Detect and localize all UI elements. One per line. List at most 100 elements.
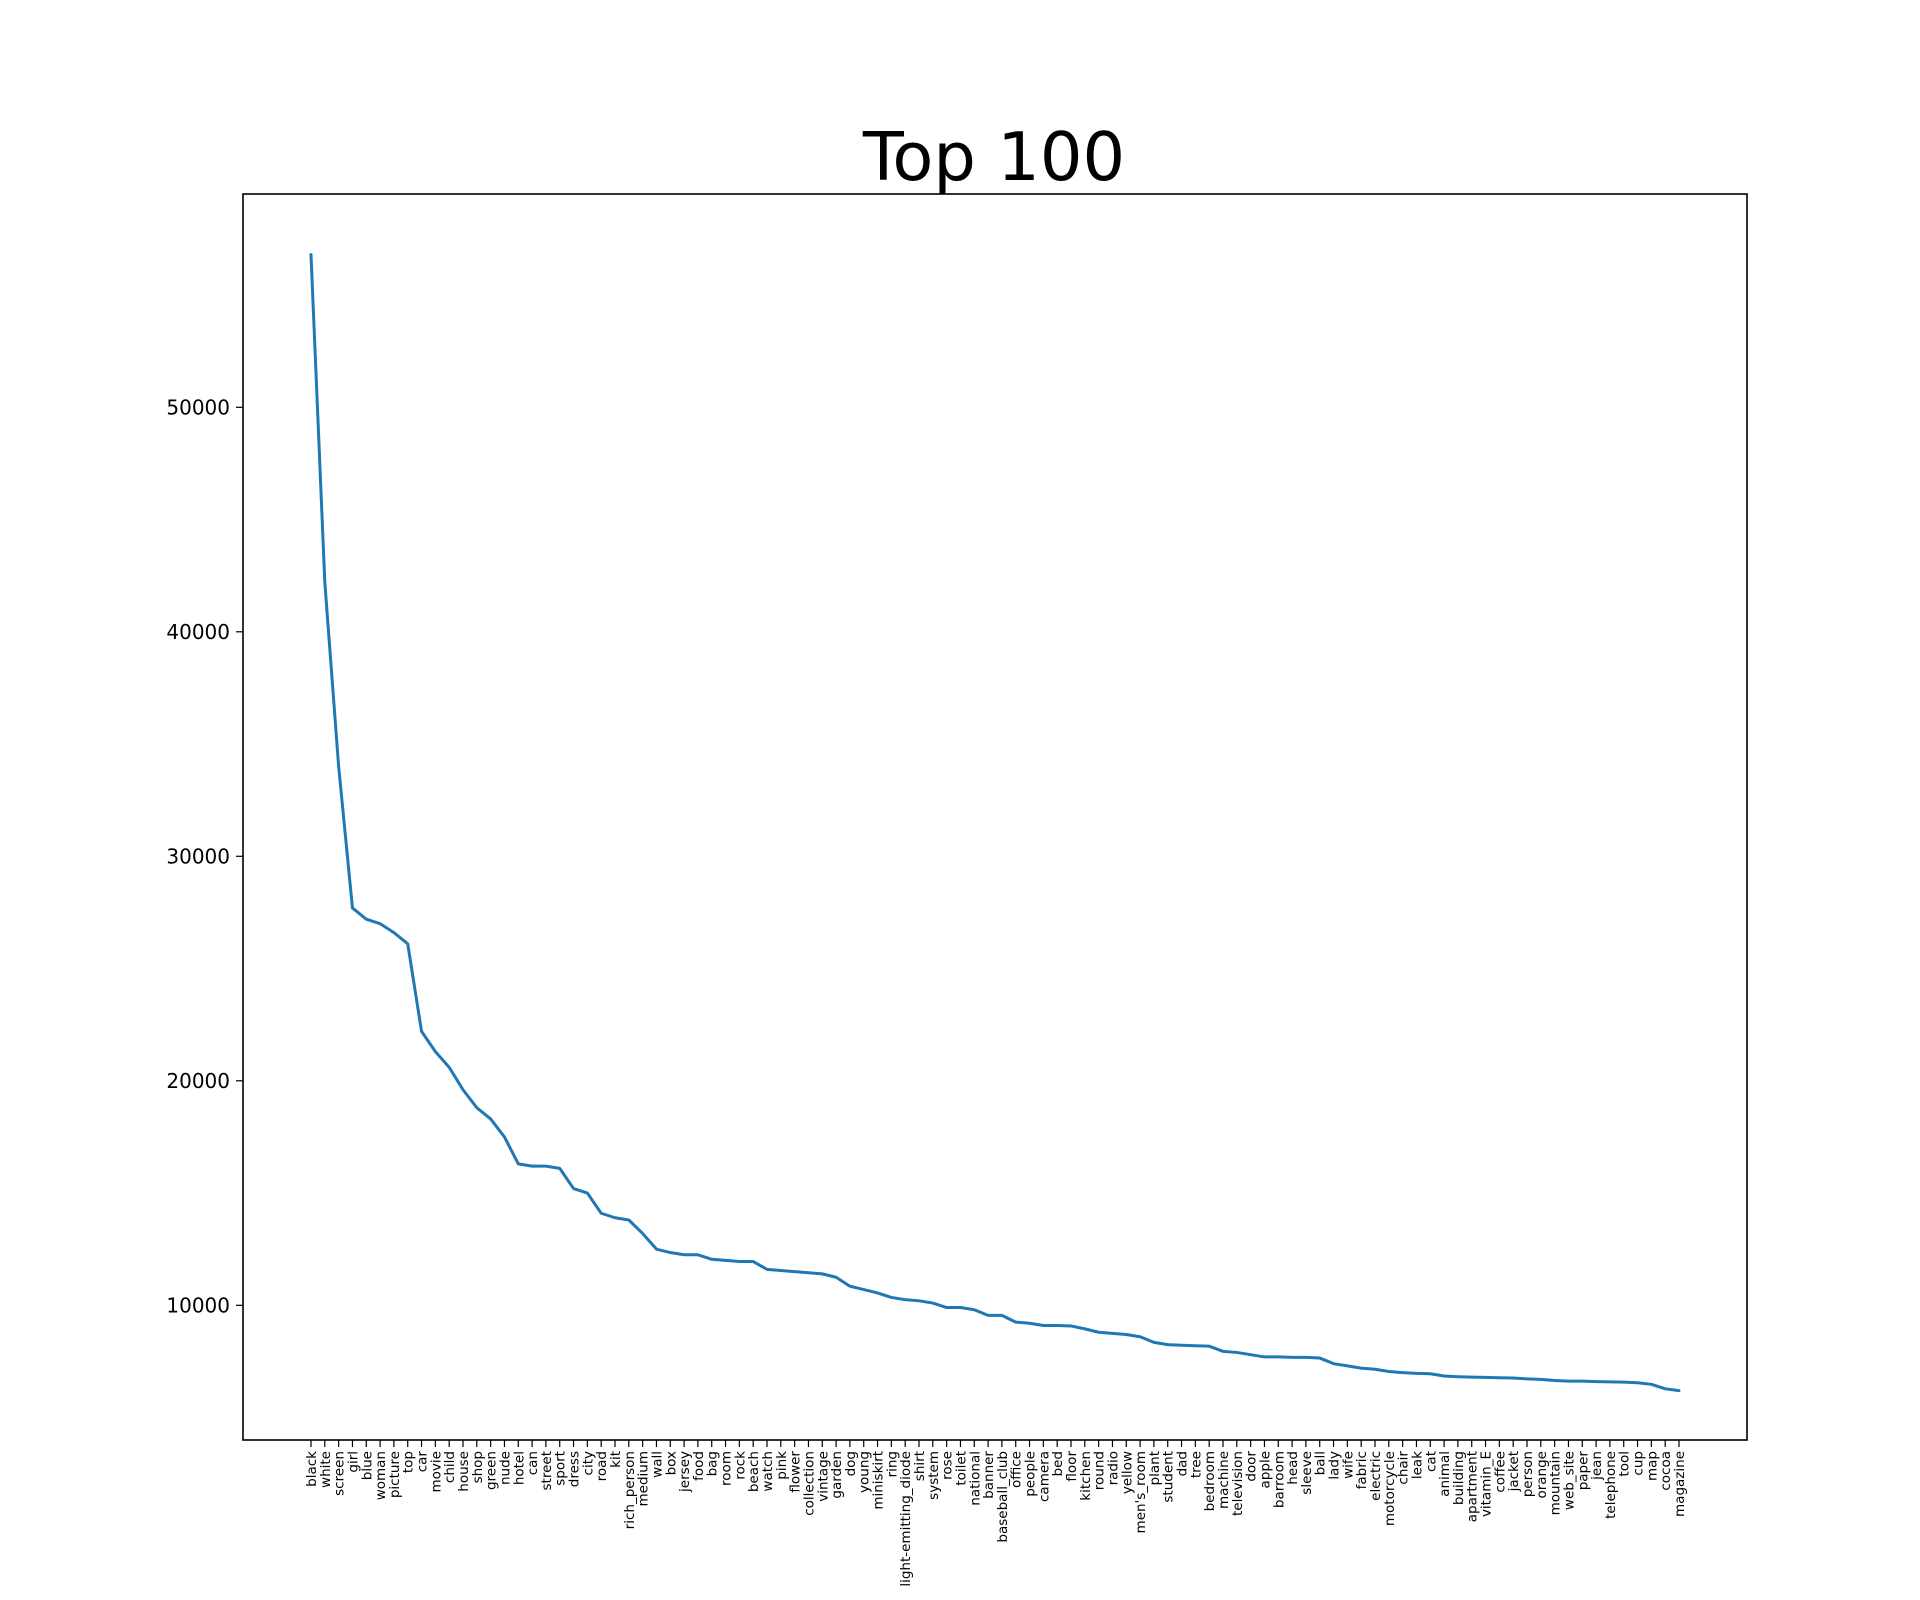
x-tick-label: light-emitting_diode — [898, 1451, 914, 1587]
x-tick-label: tree — [1188, 1451, 1204, 1478]
x-tick-label: camera — [1036, 1451, 1052, 1502]
x-tick-label: bedroom — [1202, 1451, 1218, 1511]
x-tick-label: leak — [1409, 1451, 1425, 1479]
x-tick-label: rock — [732, 1451, 748, 1480]
x-tick-label: rich_person — [622, 1451, 638, 1529]
series-line — [309, 253, 1681, 1393]
x-tick-label: dress — [567, 1451, 583, 1487]
x-tick-label: miniskirt — [871, 1451, 887, 1510]
x-tick-label: banner — [981, 1451, 997, 1499]
x-tick-label: cup — [1631, 1451, 1647, 1476]
x-tick-label: beach — [746, 1451, 762, 1492]
x-tick-label: jersey — [677, 1451, 693, 1493]
y-tick-label: 10000 — [166, 1293, 230, 1317]
x-tick-label: radio — [1105, 1451, 1121, 1485]
x-tick-label: sport — [553, 1451, 569, 1486]
x-tick-label: machine — [1216, 1451, 1232, 1509]
x-tick-label: television — [1230, 1451, 1246, 1516]
x-tick-label: rose — [940, 1451, 956, 1480]
x-tick-label: collection — [801, 1451, 817, 1516]
x-tick-label: toilet — [953, 1451, 969, 1486]
chart-title: Top 100 — [862, 118, 1125, 196]
x-tick-label: ring — [884, 1451, 900, 1477]
x-tick-label: street — [539, 1451, 555, 1491]
x-tick-label: door — [1244, 1451, 1260, 1482]
x-tick-label: barroom — [1271, 1451, 1287, 1508]
x-tick-label: plant — [1147, 1451, 1163, 1485]
x-tick-label: student — [1161, 1451, 1177, 1503]
x-tick-label: medium — [636, 1451, 652, 1506]
x-tick-label: head — [1285, 1451, 1301, 1485]
x-tick-label: mountain — [1548, 1451, 1564, 1515]
y-tick-label: 40000 — [166, 620, 230, 644]
x-tick-label: vitamin_E — [1479, 1451, 1495, 1517]
x-tick-label: fabric — [1354, 1451, 1370, 1489]
x-tick-label: screen — [332, 1451, 348, 1496]
x-tick-label: building — [1451, 1451, 1467, 1505]
x-tick-label: room — [719, 1451, 735, 1486]
x-tick-label: watch — [760, 1451, 776, 1492]
x-tick-label: floor — [1064, 1451, 1080, 1482]
x-tick-label: orange — [1534, 1451, 1550, 1499]
x-tick-label: food — [691, 1451, 707, 1481]
x-tick-label: young — [857, 1451, 873, 1493]
x-tick-label: top — [401, 1451, 417, 1473]
x-tick-label: white — [318, 1451, 334, 1488]
x-tick-label: child — [442, 1451, 458, 1483]
x-tick-label: bed — [1050, 1451, 1066, 1476]
x-tick-label: chair — [1396, 1451, 1412, 1485]
x-tick-label: girl — [345, 1451, 361, 1473]
x-tick-label: yellow — [1119, 1451, 1135, 1494]
x-tick-label: woman — [373, 1451, 389, 1500]
x-tick-label: kitchen — [1078, 1451, 1094, 1501]
x-tick-label: flower — [788, 1451, 804, 1493]
x-tick-label: telephone — [1603, 1451, 1619, 1519]
x-tick-label: apple — [1257, 1451, 1273, 1488]
x-tick-label: road — [594, 1451, 610, 1481]
x-tick-label: movie — [428, 1451, 444, 1492]
x-tick-label: magazine — [1672, 1451, 1688, 1517]
x-tick-label: wall — [649, 1451, 665, 1478]
y-axis: 10000 20000 30000 40000 50000 — [166, 395, 243, 1317]
x-tick-label: national — [967, 1451, 983, 1506]
x-tick-label: blue — [359, 1451, 375, 1480]
x-tick-label: map — [1644, 1451, 1660, 1481]
x-tick-label: city — [580, 1451, 596, 1475]
x-tick-label: jacket — [1506, 1451, 1522, 1492]
x-tick-label: lady — [1327, 1451, 1343, 1480]
x-tick-label: dog — [843, 1451, 859, 1476]
x-tick-label: baseball_club — [995, 1451, 1011, 1543]
x-tick-label: cocoa — [1658, 1451, 1674, 1491]
x-tick-label: box — [663, 1451, 679, 1475]
x-tick-label: people — [1023, 1451, 1039, 1497]
x-tick-label: shirt — [912, 1451, 928, 1481]
x-tick-label: apartment — [1465, 1451, 1481, 1522]
x-tick-label: kit — [608, 1451, 624, 1468]
x-tick-label: nude — [497, 1451, 513, 1485]
x-tick-label: round — [1092, 1451, 1108, 1490]
x-tick-label: cat — [1423, 1451, 1439, 1472]
x-tick-label: tool — [1617, 1451, 1633, 1477]
x-tick-label: electric — [1368, 1451, 1384, 1501]
x-tick-label: garden — [829, 1451, 845, 1499]
x-tick-label: men's_room — [1133, 1451, 1149, 1533]
x-tick-label: jean — [1589, 1451, 1605, 1481]
x-tick-label: green — [484, 1451, 500, 1490]
x-tick-label: vintage — [815, 1451, 831, 1502]
x-axis: blackwhitescreengirlbluewomanpicturetopc… — [304, 1440, 1688, 1587]
x-tick-label: sleeve — [1299, 1451, 1315, 1495]
x-tick-label: pink — [774, 1451, 790, 1480]
x-tick-label: hotel — [511, 1451, 527, 1485]
x-tick-label: office — [1009, 1451, 1025, 1488]
x-tick-label: shop — [470, 1451, 486, 1483]
x-tick-label: house — [456, 1451, 472, 1492]
y-tick-label: 30000 — [166, 844, 230, 868]
x-tick-label: ball — [1313, 1451, 1329, 1475]
x-tick-label: dad — [1175, 1451, 1191, 1476]
x-tick-label: coffee — [1492, 1451, 1508, 1493]
x-tick-label: wife — [1340, 1451, 1356, 1479]
x-tick-label: bag — [705, 1451, 721, 1476]
x-tick-label: car — [415, 1451, 431, 1473]
series-group — [309, 253, 1681, 1393]
